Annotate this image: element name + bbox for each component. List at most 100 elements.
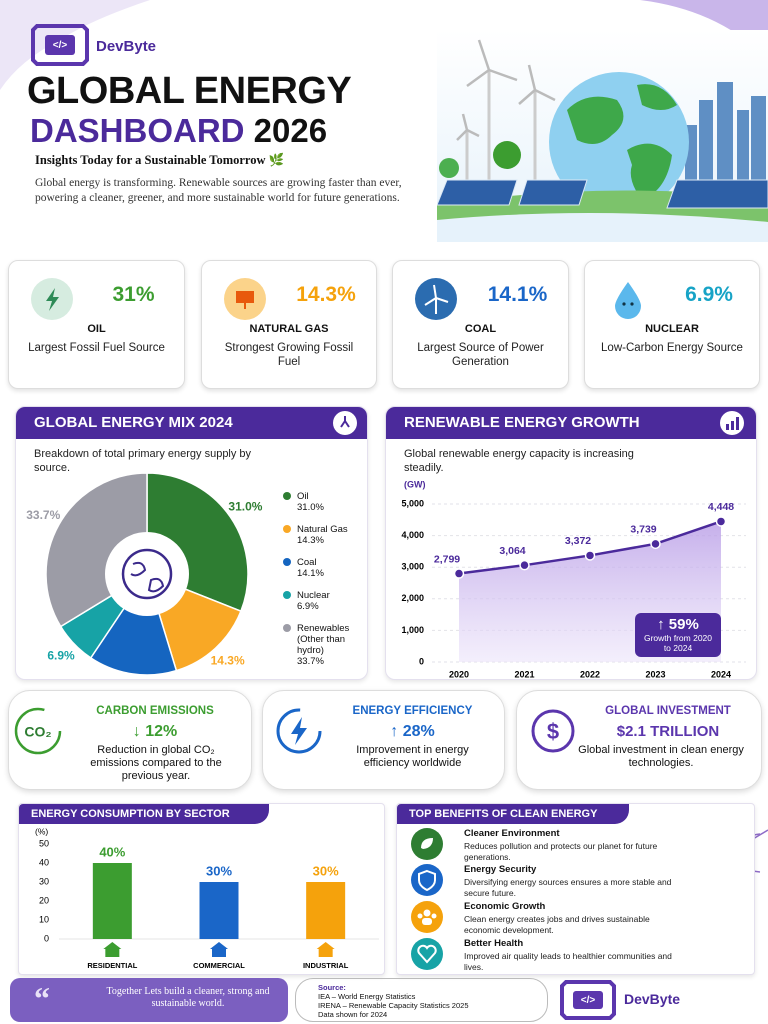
legend-swatch bbox=[283, 525, 291, 533]
y-tick-label: 20 bbox=[39, 895, 49, 905]
y-tick-label: 5,000 bbox=[401, 498, 424, 508]
slice-label: 14.3% bbox=[211, 654, 245, 668]
legend-label: Natural Gas bbox=[297, 524, 348, 535]
x-tick-label: INDUSTRIAL bbox=[303, 961, 349, 970]
category-icon bbox=[318, 948, 333, 957]
data-label: 2,799 bbox=[434, 553, 460, 565]
brand-logo: </> bbox=[560, 980, 616, 1020]
highlight-description: Global investment in clean energy techno… bbox=[578, 744, 744, 769]
line-point bbox=[519, 559, 530, 571]
line-point bbox=[453, 568, 465, 579]
benefit-icon bbox=[411, 938, 443, 970]
benefit-title: Energy Security bbox=[464, 864, 537, 875]
legend-item: Renewables (Other than hydro) 33.7% bbox=[283, 623, 363, 667]
icon-text: CO₂ bbox=[24, 724, 51, 740]
benefit-icon bbox=[411, 828, 443, 860]
panel-title: RENEWABLE ENERGY GROWTH bbox=[386, 407, 756, 439]
legend-swatch bbox=[283, 591, 291, 599]
stat-label: NATURAL GAS bbox=[249, 323, 329, 335]
legend-label: Renewables (Other than hydro) bbox=[297, 623, 350, 656]
data-label: 40% bbox=[99, 844, 125, 859]
benefit-description: Diversifying energy sources ensures a mo… bbox=[464, 877, 672, 898]
benefits-panel: TOP BENEFITS OF CLEAN ENERGY Cleaner Env… bbox=[396, 803, 755, 975]
stat-label: COAL bbox=[464, 323, 497, 335]
intro-text: Global energy is transforming. Renewable… bbox=[35, 177, 402, 204]
hero-illustration bbox=[437, 30, 768, 242]
legend-item: Nuclear 6.9% bbox=[283, 590, 363, 612]
panel-subtitle: Global renewable energy capacity is incr… bbox=[404, 448, 634, 474]
highlight-icon: CO₂ bbox=[14, 707, 62, 755]
stat-icon bbox=[415, 278, 457, 320]
stat-icon bbox=[615, 282, 641, 319]
benefit-description: Improved air quality leads to healthier … bbox=[464, 951, 672, 972]
y-tick-label: 3,000 bbox=[401, 562, 424, 572]
legend-item: Coal 14.1% bbox=[283, 557, 363, 579]
svg-text:$: $ bbox=[547, 719, 559, 744]
stat-icon bbox=[31, 278, 73, 320]
panel-icon bbox=[720, 411, 744, 435]
stat-value: 14.1% bbox=[487, 283, 548, 306]
y-tick-label: 0 bbox=[44, 933, 49, 943]
legend-value: 31.0% bbox=[297, 502, 324, 513]
legend-swatch bbox=[283, 624, 291, 632]
stat-icon bbox=[224, 278, 266, 320]
benefit-icon bbox=[411, 864, 443, 896]
stat-card: 31% OIL Largest Fossil Fuel Source bbox=[8, 260, 185, 389]
highlight-value: ↑ 28% bbox=[390, 723, 435, 740]
data-label: 30% bbox=[313, 863, 339, 878]
stat-description: Strongest Growing Fossil Fuel bbox=[224, 342, 354, 368]
x-tick-label: RESIDENTIAL bbox=[87, 961, 137, 970]
highlight-card: $ GLOBAL INVESTMENT $2.1 TRILLION Global… bbox=[516, 690, 762, 790]
title-line: GLOBAL ENERGY bbox=[27, 70, 352, 112]
benefit-title: Cleaner Environment bbox=[464, 828, 560, 839]
slice-label: 6.9% bbox=[47, 648, 75, 662]
stat-value: 14.3% bbox=[296, 283, 356, 306]
source-box: Source: IEA – World Energy Statistics IR… bbox=[295, 978, 548, 1022]
x-tick-label: 2021 bbox=[514, 669, 534, 679]
data-label: 4,448 bbox=[708, 501, 734, 513]
legend-label: Coal bbox=[297, 557, 317, 568]
title-line: DASHBOARD 2026 bbox=[30, 112, 327, 150]
svg-text:</>: </> bbox=[53, 40, 68, 51]
category-icon bbox=[316, 942, 335, 949]
benefit-icon bbox=[411, 901, 443, 933]
legend-swatch bbox=[283, 492, 291, 500]
line-point bbox=[715, 516, 727, 527]
stat-value: 31% bbox=[112, 283, 155, 306]
quote-mark: “ bbox=[34, 980, 50, 1016]
brand-name: DevByte bbox=[624, 991, 681, 1007]
svg-text:</>: </> bbox=[581, 995, 596, 1006]
y-axis-label: (%) bbox=[35, 826, 48, 836]
bar-panel: ENERGY CONSUMPTION BY SECTOR (%) 0 10 20 30 4… bbox=[18, 803, 385, 975]
highlight-card: ENERGY EFFICIENCY ↑ 28% Improvement in e… bbox=[262, 690, 505, 790]
stat-card: 6.9% NUCLEAR Low-Carbon Energy Source bbox=[584, 260, 760, 389]
stat-value: 6.9% bbox=[685, 283, 733, 306]
source-line: IEA – World Energy Statistics bbox=[318, 992, 416, 1001]
benefit-item: Better Health Improved air quality leads… bbox=[411, 938, 741, 972]
slice-label: 31.0% bbox=[228, 499, 262, 513]
y-tick-label: 50 bbox=[39, 838, 49, 848]
legend-label: Oil bbox=[297, 491, 309, 502]
panel-title: ENERGY CONSUMPTION BY SECTOR bbox=[19, 804, 269, 824]
tagline: Insights Today for a Sustainable Tomorro… bbox=[35, 153, 285, 167]
stat-label: OIL bbox=[87, 323, 106, 335]
y-tick-label: 30 bbox=[39, 876, 49, 886]
category-icon bbox=[212, 948, 226, 957]
x-tick-label: 2023 bbox=[645, 669, 665, 679]
globe-icon bbox=[121, 548, 173, 600]
category-icon bbox=[103, 942, 122, 949]
y-tick-label: 0 bbox=[419, 656, 424, 666]
benefit-description: Clean energy creates jobs and drives sus… bbox=[464, 914, 650, 935]
panel-subtitle: Breakdown of total primary energy supply… bbox=[34, 448, 252, 474]
highlight-description: Improvement in energy efficiency worldwi… bbox=[356, 744, 469, 769]
highlight-icon bbox=[276, 708, 322, 754]
highlight-description: Reduction in global CO₂ emissions compar… bbox=[90, 744, 222, 782]
quote-box: “ Together Lets build a cleaner, strong … bbox=[10, 978, 288, 1022]
legend-item: Natural Gas 14.3% bbox=[283, 524, 363, 546]
legend-value: 14.3% bbox=[297, 535, 324, 546]
brand-name: DevByte bbox=[96, 38, 157, 55]
callout-value: ↑ 59% bbox=[657, 616, 699, 633]
bar-chart: (%) 0 10 20 30 40 50 40% RESIDENTIAL 30% COMMERCIA… bbox=[35, 826, 379, 970]
benefit-item: Cleaner Environment Reduces pollution an… bbox=[411, 828, 741, 862]
